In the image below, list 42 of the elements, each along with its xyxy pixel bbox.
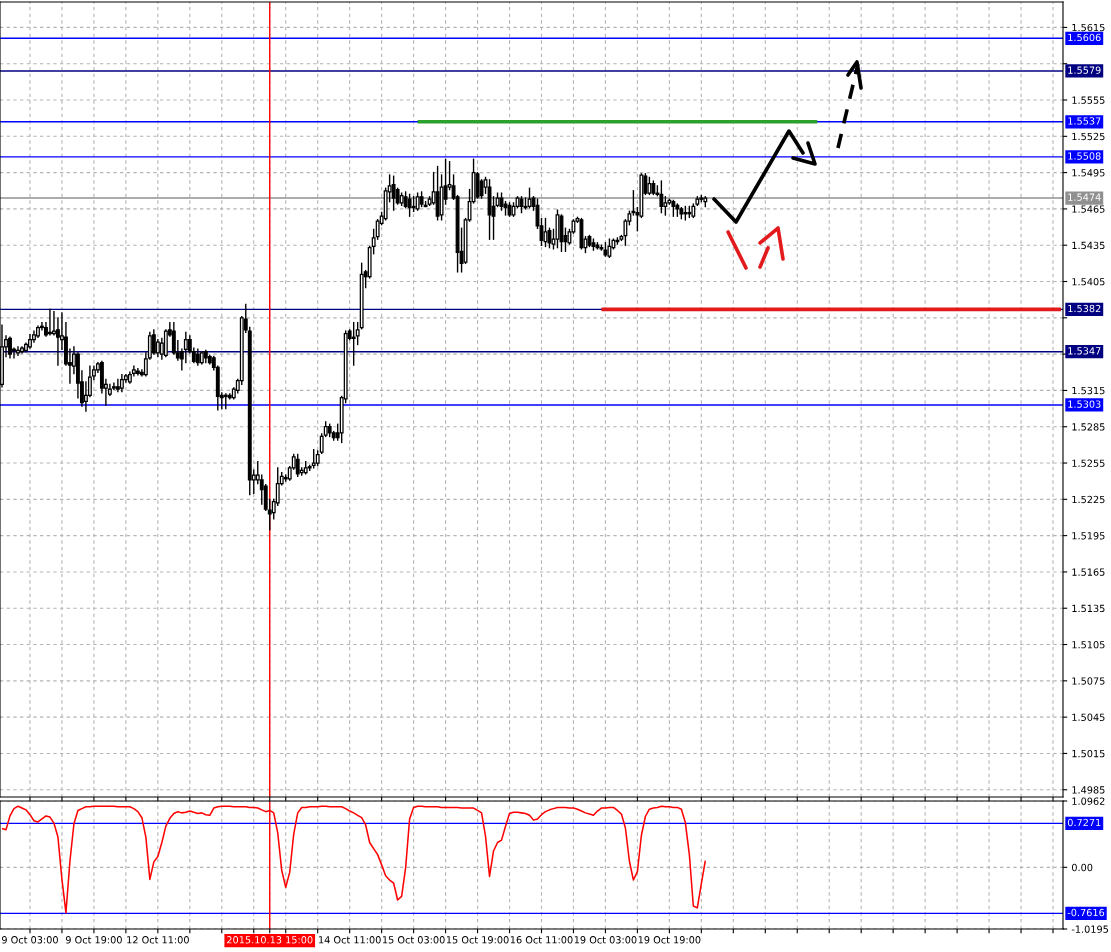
y-tick-label: 1.5435: [1072, 241, 1105, 250]
y-tick-label: 1.5105: [1072, 641, 1105, 649]
ref-line-label: 1.5474: [1068, 193, 1101, 201]
y-tick-label: -1.0195: [1071, 925, 1109, 933]
y-tick-label: 1.5015: [1072, 749, 1105, 758]
y-tick-label: 1.5495: [1072, 169, 1105, 177]
ref-line-label: 1.5579: [1068, 66, 1101, 74]
y-tick-label: 1.5525: [1072, 132, 1105, 141]
x-tick-label: 12 Oct 11:00: [127, 936, 189, 944]
y-tick-label: 1.5075: [1072, 677, 1105, 685]
y-tick-label: 0.00: [1071, 863, 1093, 872]
y-tick-label: 1.5315: [1072, 386, 1105, 395]
x-tick-label: 16 Oct 11:00: [510, 936, 573, 944]
ref-line-label: 1.5537: [1068, 117, 1101, 125]
y-tick-label: 1.5255: [1072, 459, 1105, 467]
y-tick-label: 1.5225: [1072, 495, 1105, 504]
y-tick-label: 1.5615: [1072, 23, 1105, 32]
y-tick-label: 1.5165: [1072, 568, 1105, 576]
y-tick-label: 1.0962: [1072, 797, 1105, 805]
ref-line-label: 1.5606: [1068, 33, 1101, 42]
x-tick-label: 14 Oct 11:00: [319, 936, 381, 944]
x-tick-label: 15 Oct 19:00: [446, 936, 509, 944]
ref-line-label: 1.5508: [1068, 152, 1101, 160]
x-tick-label: 2015.10.13 15:00: [227, 936, 313, 944]
x-tick-label: 9 Oct 19:00: [65, 936, 122, 944]
y-tick-label: 1.5285: [1072, 423, 1105, 431]
ref-line-label: 1.5382: [1068, 304, 1101, 313]
y-tick-label: 1.5045: [1072, 713, 1105, 721]
ref-line-label: 1.5347: [1068, 347, 1101, 355]
y-tick-label: 1.5465: [1072, 205, 1105, 213]
y-tick-label: 1.5405: [1072, 278, 1105, 286]
x-tick-label: 9 Oct 03:00: [1, 936, 58, 944]
y-tick-label: 1.5135: [1072, 604, 1105, 613]
x-tick-label: 15 Oct 03:00: [382, 936, 445, 944]
y-tick-label: 1.5195: [1072, 532, 1105, 540]
ref-line-label: 0.7271: [1067, 818, 1101, 827]
ref-line-label: -0.7616: [1067, 908, 1105, 917]
y-tick-label: 1.5555: [1072, 96, 1105, 104]
x-tick-label: 19 Oct 03:00: [574, 936, 637, 944]
y-tick-label: 1.4985: [1072, 786, 1105, 794]
x-tick-label: 19 Oct 19:00: [638, 936, 701, 944]
ref-line-label: 1.5303: [1068, 400, 1101, 408]
